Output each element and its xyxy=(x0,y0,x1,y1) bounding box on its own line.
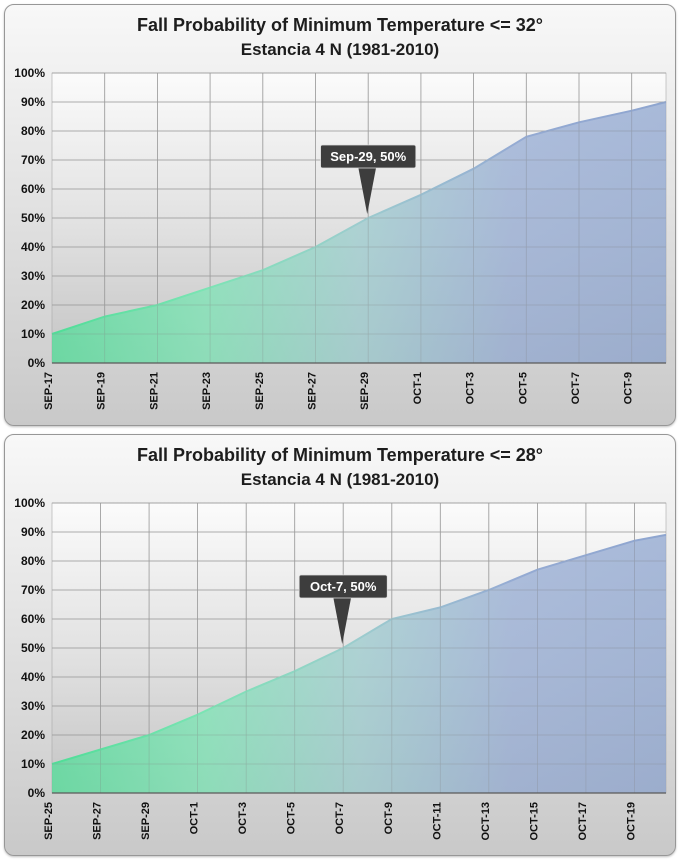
svg-text:OCT-5: OCT-5 xyxy=(517,372,529,404)
svg-text:90%: 90% xyxy=(21,525,45,539)
svg-text:SEP-27: SEP-27 xyxy=(307,372,319,410)
svg-text:OCT-5: OCT-5 xyxy=(286,802,298,834)
chart-title: Fall Probability of Minimum Temperature … xyxy=(137,15,543,35)
svg-text:OCT-1: OCT-1 xyxy=(412,372,424,404)
svg-text:40%: 40% xyxy=(21,670,45,684)
annotation-box xyxy=(320,144,417,169)
annotation-label: Sep-29, 50% xyxy=(330,149,406,164)
svg-text:30%: 30% xyxy=(21,269,45,283)
svg-text:80%: 80% xyxy=(21,554,45,568)
svg-text:SEP-29: SEP-29 xyxy=(359,372,371,410)
svg-text:OCT-9: OCT-9 xyxy=(623,372,635,404)
svg-text:SEP-17: SEP-17 xyxy=(43,372,55,410)
annotation-box xyxy=(298,574,388,599)
chart-subtitle: Estancia 4 N (1981-2010) xyxy=(240,470,440,489)
svg-text:60%: 60% xyxy=(21,612,45,626)
chart-subtitle: Estancia 4 N (1981-2010) xyxy=(240,40,440,59)
svg-text:OCT-17: OCT-17 xyxy=(577,802,589,841)
svg-text:10%: 10% xyxy=(21,327,45,341)
area-series-edge xyxy=(51,533,667,765)
y-axis-labels: 0% 10% 20% 30% 40% 50% 60% 70% 80% 90% 100% xyxy=(14,496,45,800)
svg-text:OCT-11: OCT-11 xyxy=(431,802,443,840)
svg-text:50%: 50% xyxy=(21,211,45,225)
x-axis-labels: SEP-25 SEP-27 SEP-29 OCT-1 OCT-3 OCT-5 OCT-7 OC… xyxy=(43,802,638,841)
svg-text:OCT-7: OCT-7 xyxy=(570,372,582,404)
svg-text:SEP-25: SEP-25 xyxy=(43,802,55,840)
svg-text:70%: 70% xyxy=(21,153,45,167)
area-chart-28-degrees: 0%10%20%30%40%50%60%70%80%90%100%SEP-25 S… xyxy=(14,496,667,841)
svg-text:80%: 80% xyxy=(21,124,45,138)
svg-text:100%: 100% xyxy=(14,66,45,80)
svg-text:0%: 0% xyxy=(28,786,46,800)
annotation-callout: Sep-29, 50% xyxy=(320,144,417,214)
svg-text:20%: 20% xyxy=(21,298,45,312)
svg-text:OCT-3: OCT-3 xyxy=(465,372,477,404)
svg-text:10%: 10% xyxy=(21,757,45,771)
svg-text:SEP-25: SEP-25 xyxy=(254,372,266,410)
svg-text:100%: 100% xyxy=(14,496,45,510)
chart-panel-28-degrees: Fall Probability of Minimum Temperature … xyxy=(4,434,676,856)
svg-text:OCT-1: OCT-1 xyxy=(189,802,201,834)
area-series-edge xyxy=(51,101,667,335)
svg-text:SEP-27: SEP-27 xyxy=(92,802,104,840)
svg-text:40%: 40% xyxy=(21,240,45,254)
chart-title: Fall Probability of Minimum Temperature … xyxy=(137,445,543,465)
svg-text:SEP-21: SEP-21 xyxy=(148,372,160,410)
svg-text:OCT-3: OCT-3 xyxy=(237,802,249,834)
svg-text:SEP-29: SEP-29 xyxy=(140,802,152,840)
gridlines-overlay xyxy=(52,502,666,793)
svg-text:OCT-15: OCT-15 xyxy=(528,802,540,841)
x-axis-labels: SEP-17 SEP-19 SEP-21 SEP-23 SEP-25 SEP-27 SEP-… xyxy=(43,372,635,410)
svg-text:50%: 50% xyxy=(21,641,45,655)
gridlines-overlay xyxy=(52,72,666,363)
svg-text:90%: 90% xyxy=(21,95,45,109)
svg-text:OCT-13: OCT-13 xyxy=(480,802,492,841)
svg-text:OCT-19: OCT-19 xyxy=(626,802,638,841)
area-series xyxy=(52,534,666,793)
svg-text:OCT-7: OCT-7 xyxy=(334,802,346,834)
svg-text:OCT-9: OCT-9 xyxy=(383,802,395,834)
svg-text:SEP-23: SEP-23 xyxy=(201,372,213,410)
annotation-callout: Oct-7, 50% xyxy=(298,574,388,644)
area-series xyxy=(52,102,666,363)
annotation-pointer xyxy=(358,167,377,214)
annotation-pointer xyxy=(333,597,352,644)
area-chart-32-degrees: 0%10%20%30%40%50%60%70%80%90%100%SEP-17 S… xyxy=(14,66,667,410)
svg-text:30%: 30% xyxy=(21,699,45,713)
annotation-label: Oct-7, 50% xyxy=(310,579,377,594)
svg-text:70%: 70% xyxy=(21,583,45,597)
y-axis-labels: 0% 10% 20% 30% 40% 50% 60% 70% 80% 90% 100% xyxy=(14,66,45,370)
svg-text:SEP-19: SEP-19 xyxy=(96,372,108,410)
chart-panel-32-degrees: Fall Probability of Minimum Temperature … xyxy=(4,4,676,426)
svg-text:60%: 60% xyxy=(21,182,45,196)
svg-text:0%: 0% xyxy=(28,356,46,370)
svg-text:20%: 20% xyxy=(21,728,45,742)
